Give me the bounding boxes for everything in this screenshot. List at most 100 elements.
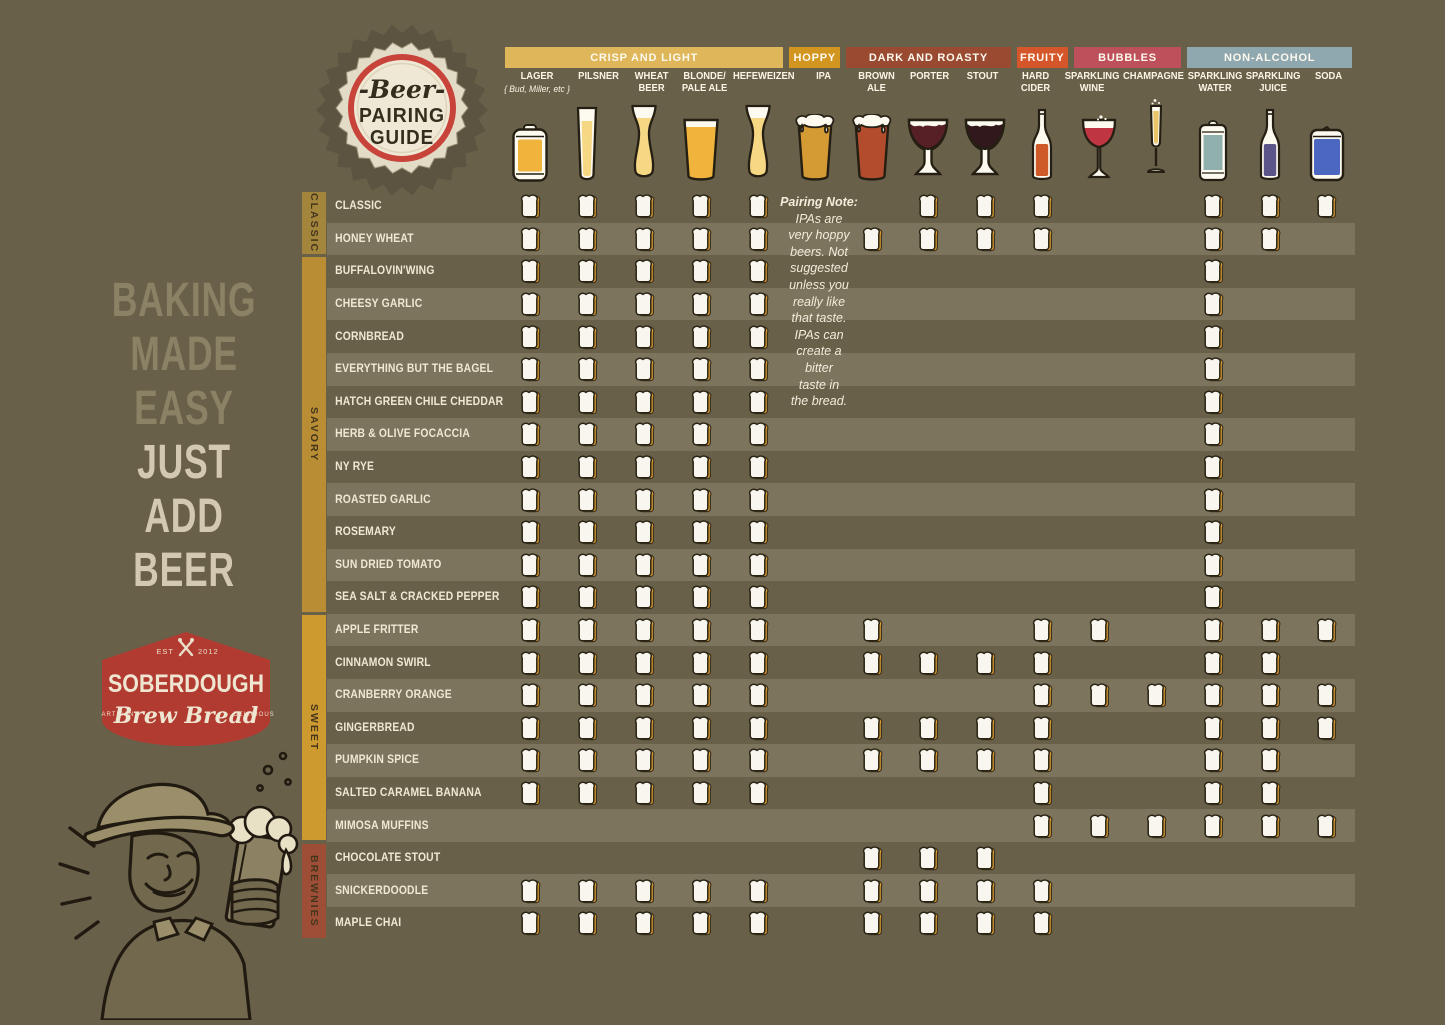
pairing-cell-stout — [957, 809, 1014, 842]
pairing-row: CRANBERRY ORANGE — [327, 678, 1355, 712]
row-group-bar-brewnies: BREWNIES — [302, 843, 326, 939]
wheat-beer-glass-icon — [626, 104, 662, 182]
pairing-cell-sparkling-juice — [1241, 255, 1298, 288]
pairing-cell-lager — [502, 549, 559, 582]
pairing-cell-stout — [957, 581, 1014, 614]
cap-text-beer: -Beer- — [359, 75, 446, 104]
pairing-cell-brown-ale — [843, 483, 900, 516]
pairing-cell-hard-cider — [1014, 451, 1071, 484]
column-header-brown-ale: BROWN ALE — [858, 71, 895, 94]
pairing-cell-sparkling-water — [1184, 809, 1241, 842]
pairing-cell-porter — [900, 614, 957, 647]
bread-icon — [635, 553, 655, 578]
pairing-cell-pilsner — [559, 288, 616, 321]
pairing-cell-hard-cider — [1014, 581, 1071, 614]
pairing-row: SALTED CARAMEL BANANA — [327, 777, 1355, 810]
bread-icon — [635, 585, 655, 610]
pairing-cell-pilsner — [559, 581, 616, 614]
bread-icon — [1203, 520, 1224, 545]
bread-icon — [635, 650, 655, 675]
pairing-cell-pilsner — [559, 255, 616, 288]
bread-icon — [1260, 194, 1281, 219]
bread-icon — [691, 553, 712, 578]
pairing-row: ROSEMARY — [327, 516, 1355, 549]
pairing-note-line: the bread. — [790, 394, 848, 409]
pairing-cell-pilsner — [559, 320, 616, 353]
pairing-cell-ipa — [786, 581, 843, 614]
stout-glass-icon — [962, 118, 1008, 182]
bread-icon — [1260, 781, 1281, 806]
pairing-cell-lager — [502, 516, 559, 549]
pairing-cell-blonde-pale-ale — [673, 679, 730, 712]
bread-name-label: ROASTED GARLIC — [335, 493, 431, 506]
pairing-cell-pilsner — [559, 679, 616, 712]
pairing-cell-lager — [502, 223, 559, 256]
pairing-cell-blonde-pale-ale — [673, 320, 730, 353]
pairing-cell-stout — [957, 483, 1014, 516]
pairing-row: MIMOSA MUFFINS — [327, 809, 1355, 842]
bread-icon — [635, 292, 655, 317]
bread-icon — [862, 650, 883, 675]
pairing-cell-soda — [1298, 353, 1355, 386]
bread-icon — [748, 716, 769, 740]
bread-icon — [862, 911, 883, 936]
soberdough-badge-icon: EST 2012 SOBERDOUGH ARTISAN Brew Bread D… — [102, 632, 274, 746]
pairing-cell-champagne — [1127, 386, 1184, 419]
pairing-cell-wheat-beer — [616, 483, 673, 516]
pairing-cell-pilsner — [559, 907, 616, 940]
bread-icon — [1033, 781, 1053, 806]
pairing-cell-sparkling-water — [1184, 386, 1241, 419]
pairing-cell-lager — [502, 190, 559, 223]
pairing-cell-sparkling-juice — [1241, 679, 1298, 712]
badge-delicious: DELICIOUS — [233, 712, 274, 718]
bread-icon — [1317, 618, 1337, 643]
bread-icon — [748, 683, 769, 708]
bread-icon — [1033, 911, 1053, 936]
pairing-row: SNICKERDOODLE — [327, 874, 1355, 908]
pairing-cell-hefeweizen — [729, 874, 786, 907]
bread-icon — [691, 227, 712, 252]
pairing-cell-ipa — [786, 516, 843, 549]
pairing-cell-ipa — [786, 744, 843, 777]
pairing-cell-ipa — [786, 451, 843, 484]
pairing-cell-brown-ale — [843, 777, 900, 810]
bread-icon — [691, 879, 712, 903]
pairing-cell-soda — [1298, 320, 1355, 353]
badge-year: 2012 — [198, 647, 219, 656]
pairing-cell-hefeweizen — [729, 255, 786, 288]
pairing-cell-porter — [900, 223, 957, 256]
pairing-cell-sparkling-juice — [1241, 907, 1298, 940]
bread-icon — [1146, 813, 1167, 838]
bread-icon — [521, 748, 541, 773]
bread-name-label: HERB & OLIVE FOCACCIA — [335, 428, 470, 441]
pairing-cell-hard-cider — [1014, 777, 1071, 810]
bread-icon — [748, 748, 769, 773]
bread-name-label: PUMPKIN SPICE — [335, 754, 420, 767]
crossed-utensils-icon — [178, 638, 194, 657]
bread-icon — [862, 618, 883, 643]
pairing-cell-ipa — [786, 483, 843, 516]
bread-icon — [635, 618, 655, 643]
pairing-cell-brown-ale — [843, 809, 900, 842]
pairing-cell-lager — [502, 712, 559, 745]
column-header-sparkling-wine: SPARKLING WINE — [1064, 71, 1119, 94]
pairing-cell-hefeweizen — [729, 353, 786, 386]
pairing-row: CLASSIC — [327, 190, 1355, 223]
pairing-cell-pilsner — [559, 386, 616, 419]
pairing-cell-soda — [1298, 809, 1355, 842]
pairing-cell-lager — [502, 874, 559, 907]
pairing-row: CHOCOLATE STOUT — [327, 842, 1355, 875]
pairing-cell-hefeweizen — [729, 288, 786, 321]
bread-name-label: EVERYTHING BUT THE BAGEL — [335, 363, 494, 376]
pairing-cell-champagne — [1127, 418, 1184, 451]
pairing-cell-pilsner — [559, 614, 616, 647]
bread-icon — [635, 325, 655, 349]
pairing-cell-porter — [900, 581, 957, 614]
pairing-cell-hefeweizen — [729, 777, 786, 810]
pairing-cell-wheat-beer — [616, 190, 673, 223]
pairing-cell-porter — [900, 255, 957, 288]
pairing-cell-sparkling-juice — [1241, 288, 1298, 321]
pairing-cell-pilsner — [559, 777, 616, 810]
pairing-cell-soda — [1298, 614, 1355, 647]
bread-icon — [578, 781, 598, 806]
